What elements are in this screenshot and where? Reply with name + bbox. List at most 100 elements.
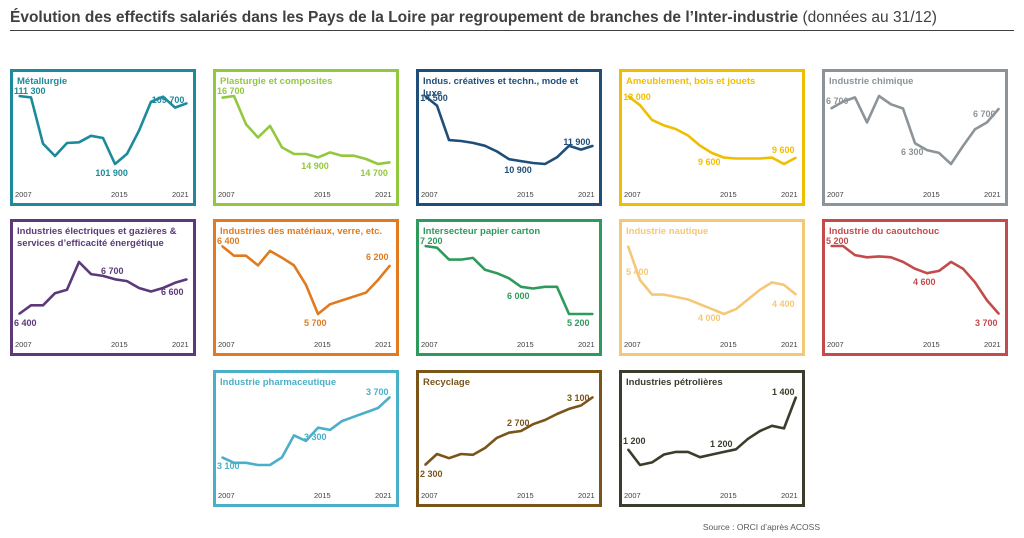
x-tick-label: 2007: [624, 340, 641, 349]
x-tick-label: 2007: [421, 491, 438, 500]
data-point: [711, 453, 713, 456]
data-point: [902, 107, 904, 110]
data-point: [723, 313, 725, 315]
series-line: [424, 395, 594, 466]
data-point: [830, 245, 832, 247]
data-point: [687, 134, 689, 137]
data-point: [341, 154, 343, 157]
data-label: 5 700: [304, 318, 327, 328]
data-label: 109 700: [151, 94, 185, 105]
data-point: [771, 156, 773, 159]
data-point: [42, 304, 44, 307]
panel-title: Industries des matériaux, verre, etc.: [220, 226, 383, 237]
x-tick-label: 2021: [375, 340, 392, 349]
data-label: 11 900: [563, 136, 591, 147]
chart-panel: Ameublement, bois et jouets 13 000 9 600 9 …: [619, 69, 805, 206]
data-label: 6 400: [14, 318, 37, 328]
chart-panel: Industries pétrolières 1 200 1 200 1 400 200…: [619, 370, 805, 507]
x-tick-label: 2007: [421, 190, 438, 199]
x-tick-label: 2007: [827, 340, 844, 349]
data-point: [795, 293, 797, 296]
chart-panel: Métallurgie 111 300 101 900 109 700 2007 2015…: [10, 69, 196, 206]
data-point: [962, 267, 964, 270]
data-point: [18, 313, 20, 315]
data-point: [508, 277, 510, 280]
data-point: [66, 288, 68, 291]
data-point: [723, 156, 725, 159]
data-point: [138, 129, 140, 132]
data-label: 6 700: [101, 266, 124, 277]
panel-title: Plasturgie et composites: [220, 76, 333, 87]
data-point: [389, 396, 391, 398]
data-point: [795, 156, 797, 159]
x-tick-label: 2021: [172, 190, 189, 199]
data-point: [974, 128, 976, 131]
data-point: [795, 396, 797, 398]
x-tick-label: 2015: [314, 491, 331, 500]
data-point: [950, 261, 952, 263]
data-label: 6 200: [366, 252, 389, 263]
data-label: 1 200: [710, 438, 733, 449]
data-point: [544, 286, 546, 288]
x-tick-label: 2015: [720, 340, 737, 349]
data-point: [30, 304, 32, 307]
data-label: 2 700: [507, 418, 530, 428]
data-point: [639, 279, 641, 281]
x-tick-label: 2007: [218, 190, 235, 199]
data-label: 2 300: [420, 469, 443, 479]
data-label: 7 200: [420, 236, 443, 246]
data-point: [986, 299, 988, 302]
data-point: [532, 423, 534, 425]
data-point: [102, 275, 104, 277]
data-point: [305, 440, 307, 442]
data-point: [496, 272, 498, 274]
data-point: [926, 149, 928, 151]
data-point: [221, 456, 223, 459]
line-chart: [626, 396, 798, 467]
x-tick-label: 2021: [578, 491, 595, 500]
data-point: [914, 142, 916, 144]
data-label: 111 300: [14, 86, 46, 96]
data-point: [460, 453, 462, 455]
data-label: 14 700: [360, 168, 388, 178]
panel-title: Industrie pharmaceutique: [220, 377, 337, 388]
data-label: 9 600: [772, 144, 795, 155]
data-point: [102, 137, 104, 139]
x-tick-label: 2015: [720, 491, 737, 500]
data-label: 3 700: [366, 387, 389, 397]
data-point: [747, 157, 749, 160]
data-point: [484, 145, 486, 147]
data-point: [759, 288, 761, 291]
x-tick-label: 2021: [375, 190, 392, 199]
data-point: [675, 296, 677, 298]
data-label: 5 200: [826, 236, 849, 246]
data-point: [269, 125, 271, 127]
data-point: [890, 103, 892, 106]
data-label: 3 300: [304, 431, 327, 442]
line-chart: [221, 94, 391, 166]
data-point: [174, 106, 176, 109]
data-point: [663, 293, 665, 296]
x-tick-label: 2015: [720, 190, 737, 199]
data-point: [436, 104, 438, 107]
chart-panel: Recyclage 2 300 2 700 3 100 2007 2015 2021: [416, 370, 602, 507]
data-point: [998, 313, 1000, 315]
data-point: [293, 153, 295, 155]
data-point: [329, 429, 331, 431]
data-point: [257, 136, 259, 139]
chart-panel: Industrie nautique 5 400 4 000 4 400 2007 201…: [619, 219, 805, 356]
line-chart: [18, 94, 188, 166]
data-point: [592, 396, 594, 398]
data-point: [938, 270, 940, 272]
data-point: [293, 434, 295, 437]
data-label: 10 900: [504, 165, 532, 176]
data-label: 3 100: [217, 461, 240, 472]
x-tick-label: 2021: [984, 340, 1001, 349]
data-point: [747, 298, 749, 301]
data-point: [520, 160, 522, 162]
data-point: [687, 451, 689, 453]
x-tick-label: 2007: [15, 190, 32, 199]
data-point: [448, 258, 450, 261]
panel-title: Ameublement, bois et jouets: [626, 76, 756, 87]
series-line: [18, 94, 188, 166]
